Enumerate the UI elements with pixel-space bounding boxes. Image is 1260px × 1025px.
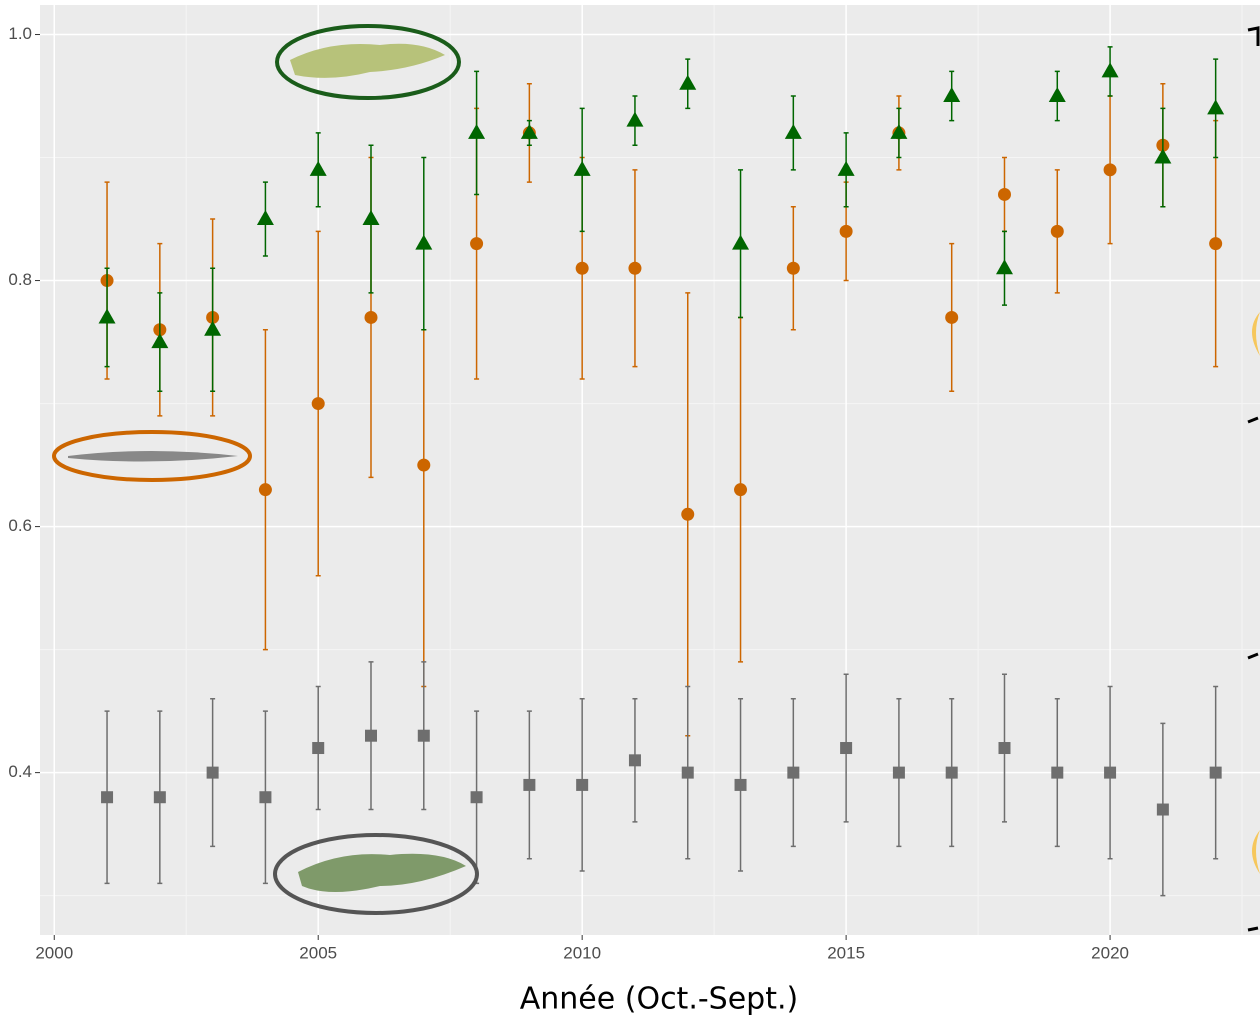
point: [470, 791, 483, 804]
eel-icon-grey: [273, 833, 479, 915]
point: [259, 791, 272, 804]
point: [839, 224, 853, 238]
point: [101, 791, 114, 804]
point: [945, 310, 959, 324]
point: [1209, 766, 1222, 779]
point: [1101, 62, 1119, 78]
x-tick-label: 2005: [299, 943, 337, 962]
point: [470, 237, 484, 251]
point: [417, 729, 430, 742]
crescent: [1252, 830, 1260, 874]
crescent: [1252, 312, 1260, 356]
panel: [40, 5, 1260, 935]
point: [837, 160, 855, 176]
point: [681, 507, 695, 521]
point: [576, 778, 589, 791]
bracket: [1247, 652, 1259, 660]
point: [626, 111, 644, 127]
point: [520, 123, 538, 139]
eel-shape: [68, 451, 238, 462]
point: [681, 766, 694, 779]
x-tick-label: 2020: [1091, 943, 1129, 962]
bracket: [1247, 416, 1259, 424]
grid: [40, 5, 1260, 935]
point: [787, 766, 800, 779]
point: [784, 123, 802, 139]
point: [786, 261, 800, 275]
point: [995, 259, 1013, 275]
point: [1207, 99, 1225, 115]
point: [892, 766, 905, 779]
bracket: [1247, 926, 1259, 932]
point: [734, 483, 748, 497]
point: [679, 74, 697, 90]
point: [98, 308, 116, 324]
point: [523, 778, 536, 791]
eel-shape: [290, 43, 445, 78]
x-axis-title: Année (Oct.-Sept.): [520, 982, 798, 1017]
point: [943, 87, 961, 103]
eel-icon-green: [275, 24, 461, 100]
decorations: [52, 24, 1260, 932]
point: [1156, 803, 1169, 816]
point: [468, 123, 486, 139]
point: [1051, 766, 1064, 779]
point: [1050, 224, 1064, 238]
y-tick-label: 1.0: [8, 24, 32, 43]
point: [417, 458, 431, 472]
point: [153, 791, 166, 804]
point: [1104, 766, 1117, 779]
point: [309, 160, 327, 176]
point: [311, 397, 325, 411]
marks: [98, 46, 1225, 897]
point: [362, 210, 380, 226]
point: [206, 766, 219, 779]
bracket: [1247, 26, 1260, 46]
point: [573, 160, 591, 176]
point: [628, 261, 642, 275]
point: [364, 729, 377, 742]
point: [151, 333, 169, 349]
x-tick-label: 2010: [563, 943, 601, 962]
point: [1154, 148, 1172, 164]
point: [1103, 163, 1117, 177]
point: [840, 742, 853, 755]
point: [1048, 87, 1066, 103]
point: [575, 261, 589, 275]
x-tick-label: 2015: [827, 943, 865, 962]
point: [890, 123, 908, 139]
point: [364, 310, 378, 324]
eel-shape: [298, 853, 466, 892]
point: [734, 778, 747, 791]
point: [732, 234, 750, 250]
eel-icon-orange: [52, 430, 252, 482]
point: [997, 187, 1011, 201]
y-tick-label: 0.6: [8, 516, 32, 535]
point: [998, 742, 1011, 755]
point: [204, 320, 222, 336]
point: [256, 210, 274, 226]
y-tick-label: 0.4: [8, 762, 32, 781]
point: [258, 483, 272, 497]
x-tick-label: 2000: [35, 943, 73, 962]
point: [1209, 237, 1223, 251]
point: [415, 234, 433, 250]
point: [945, 766, 958, 779]
y-tick-label: 0.8: [8, 270, 32, 289]
point: [628, 754, 641, 767]
point: [312, 742, 325, 755]
